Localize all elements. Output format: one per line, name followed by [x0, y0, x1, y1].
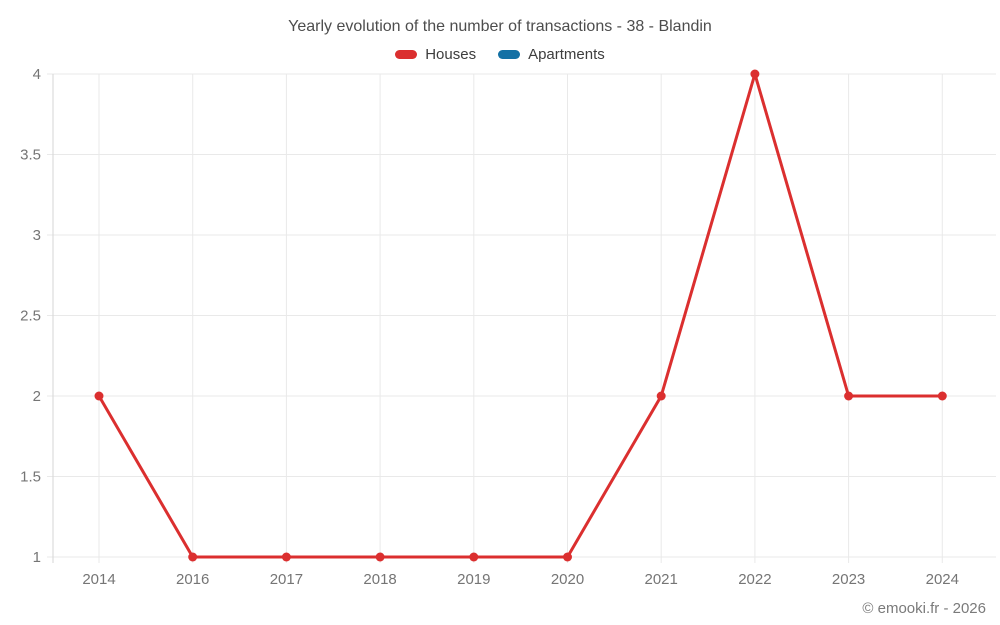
houses-data-point[interactable]: [94, 391, 104, 401]
x-axis-label: 2022: [738, 571, 771, 588]
apartments-swatch-icon: [498, 50, 521, 59]
y-axis-label: 3: [33, 227, 41, 244]
houses-data-point[interactable]: [750, 69, 760, 79]
y-axis-label: 3.5: [20, 147, 41, 164]
x-axis-label: 2020: [551, 571, 584, 588]
y-axis-label: 2: [33, 388, 41, 405]
x-axis-label: 2023: [832, 571, 865, 588]
houses-data-point[interactable]: [563, 552, 572, 562]
x-axis-label: 2014: [82, 571, 115, 588]
y-axis-label: 1.5: [20, 469, 41, 486]
y-axis-label: 2.5: [20, 308, 41, 325]
x-axis-label: 2024: [926, 571, 959, 588]
x-axis-label: 2018: [363, 571, 396, 588]
x-axis-label: 2019: [457, 571, 490, 588]
houses-data-point[interactable]: [844, 391, 854, 401]
houses-data-point[interactable]: [281, 552, 291, 562]
x-axis-label: 2017: [270, 571, 303, 588]
x-axis-label: 2021: [645, 571, 678, 588]
houses-data-point[interactable]: [937, 391, 947, 401]
legend-label-apartments: Apartments: [528, 46, 605, 63]
houses-data-point[interactable]: [656, 391, 666, 401]
chart-legend: Houses Apartments: [0, 46, 1000, 63]
houses-swatch-icon: [395, 50, 418, 59]
x-axis-label: 2016: [176, 571, 209, 588]
attribution-text: © emooki.fr - 2026: [862, 600, 986, 617]
legend-item-apartments[interactable]: Apartments: [498, 46, 605, 63]
legend-label-houses: Houses: [425, 46, 477, 63]
houses-data-point[interactable]: [375, 552, 385, 562]
houses-data-point[interactable]: [188, 552, 198, 562]
y-axis-label: 4: [33, 66, 41, 83]
houses-data-point[interactable]: [469, 552, 479, 562]
chart-title: Yearly evolution of the number of transa…: [288, 18, 712, 35]
y-axis-label: 1: [33, 549, 41, 566]
houses-line: [97, 72, 943, 559]
legend-item-houses[interactable]: Houses: [395, 46, 476, 63]
